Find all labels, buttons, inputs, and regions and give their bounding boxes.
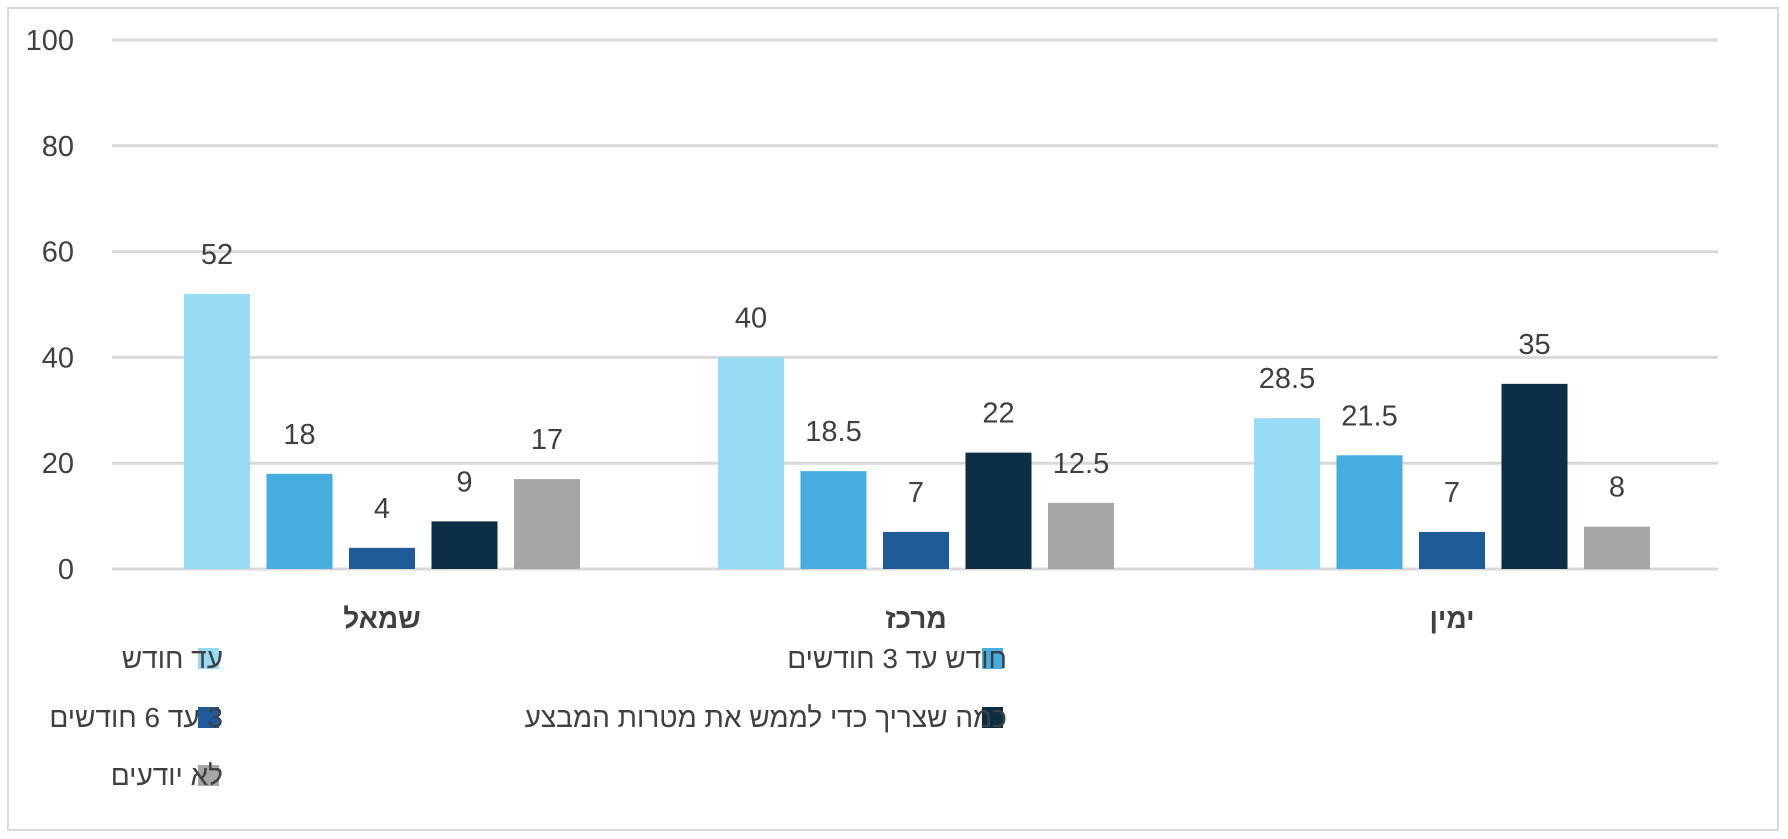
data-label: 22	[982, 398, 1014, 430]
legend-label: 3 עד 6 חודשים	[49, 702, 223, 733]
y-tick-label: 100	[26, 25, 74, 57]
data-label: 18.5	[805, 416, 861, 448]
bar	[184, 293, 250, 569]
bar	[1584, 526, 1650, 569]
data-label: 9	[456, 466, 472, 498]
bar	[514, 479, 580, 569]
y-tick-label: 60	[42, 237, 74, 269]
bar	[266, 473, 333, 569]
bar	[1336, 455, 1403, 569]
data-label: 35	[1518, 329, 1550, 361]
data-label: 4	[374, 493, 390, 525]
category-label: ימין	[1429, 603, 1474, 634]
data-label: 7	[908, 477, 924, 509]
data-label: 52	[201, 239, 233, 271]
legend-label: כמה שצריך כדי לממש את מטרות המבצע	[525, 702, 1007, 733]
bar	[1254, 418, 1320, 569]
y-tick-label: 0	[58, 554, 74, 586]
bar	[718, 357, 784, 569]
bar	[1419, 531, 1485, 569]
bar	[1501, 383, 1568, 569]
data-label: 8	[1609, 472, 1625, 504]
legend-swatch	[982, 648, 1003, 669]
legend-swatch	[982, 707, 1003, 728]
y-tick-label: 40	[42, 342, 74, 374]
bar	[349, 547, 415, 569]
data-label: 18	[283, 419, 315, 451]
data-label: 7	[1444, 477, 1460, 509]
legend-label: עד חודש	[122, 643, 223, 674]
data-label: 12.5	[1053, 448, 1109, 480]
bar	[965, 452, 1032, 569]
data-label: 40	[735, 302, 767, 334]
bar	[431, 521, 498, 569]
legend-swatch	[198, 765, 219, 786]
y-tick-label: 80	[42, 131, 74, 163]
bar	[1048, 502, 1114, 569]
bar	[883, 531, 949, 569]
data-label: 17	[531, 424, 563, 456]
legend-swatch	[198, 707, 219, 728]
data-label: 21.5	[1341, 400, 1397, 432]
bar	[800, 471, 867, 569]
data-label: 28.5	[1259, 363, 1315, 395]
category-label: שמאל	[343, 603, 420, 634]
category-label: מרכז	[885, 603, 946, 634]
legend-swatch	[198, 648, 219, 669]
legend-label: חודש עד 3 חודשים	[787, 643, 1007, 674]
y-tick-label: 20	[42, 448, 74, 480]
legend-label: לא יודעים	[111, 760, 223, 791]
